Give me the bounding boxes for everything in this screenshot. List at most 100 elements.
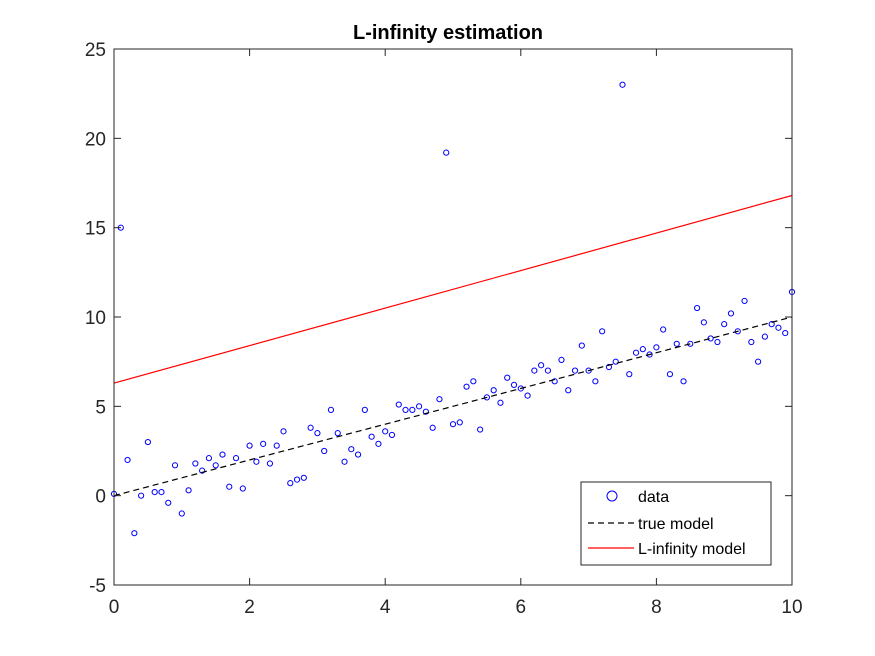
data-point xyxy=(714,338,721,346)
data-point xyxy=(260,440,267,447)
data-point xyxy=(687,340,694,347)
data-point xyxy=(734,328,741,335)
y-tick-label: 5 xyxy=(95,397,106,418)
data-point xyxy=(673,340,680,347)
data-point xyxy=(124,456,131,464)
data-point xyxy=(544,367,552,374)
data-point xyxy=(293,476,301,483)
data-point xyxy=(287,480,294,487)
data-point xyxy=(741,297,748,305)
y-tick-label: 25 xyxy=(85,40,106,61)
y-tick-label: 20 xyxy=(85,129,106,150)
data-point xyxy=(348,446,355,453)
data-point xyxy=(782,329,789,337)
legend-label-l-infinity-model: L-infinity model xyxy=(638,541,746,558)
data-point xyxy=(171,462,179,469)
y-tick-label: 0 xyxy=(95,487,106,508)
data-point xyxy=(409,406,416,414)
data-point xyxy=(131,530,138,537)
data-point xyxy=(748,338,755,346)
data-point xyxy=(395,401,402,408)
data-point xyxy=(605,363,613,371)
x-tick-label: 8 xyxy=(651,597,662,618)
y-tick-label: -5 xyxy=(89,576,106,597)
data-point xyxy=(531,367,538,374)
legend: data true model L-infinity model xyxy=(580,481,772,566)
data-point xyxy=(510,381,518,388)
data-point xyxy=(680,378,687,385)
data-point xyxy=(341,458,348,465)
data-point xyxy=(660,326,667,333)
data-point xyxy=(165,499,172,506)
data-point xyxy=(327,406,335,414)
data-point xyxy=(626,371,633,378)
data-point xyxy=(375,440,382,447)
data-point xyxy=(280,428,287,435)
data-point xyxy=(388,431,396,439)
legend-label-data: data xyxy=(638,489,669,506)
data-point xyxy=(307,424,314,431)
data-point xyxy=(239,485,246,492)
data-point xyxy=(599,328,606,335)
data-point xyxy=(558,356,565,363)
data-point xyxy=(592,378,599,385)
data-point xyxy=(226,483,233,490)
data-point xyxy=(775,324,782,331)
data-point xyxy=(497,399,504,406)
data-point xyxy=(666,371,674,378)
data-point xyxy=(632,349,640,356)
legend-label-true-model: true model xyxy=(638,516,714,533)
data-point xyxy=(382,428,389,435)
data-point xyxy=(158,488,165,496)
data-point xyxy=(138,492,145,499)
data-point xyxy=(416,403,423,410)
data-point xyxy=(178,510,185,517)
data-point xyxy=(619,81,626,88)
data-point xyxy=(578,342,585,349)
data-point xyxy=(219,451,226,458)
data-point xyxy=(443,149,450,156)
data-point xyxy=(361,406,368,414)
true-model-line xyxy=(113,316,793,497)
data-point xyxy=(273,442,280,449)
data-point xyxy=(721,321,728,328)
data-point xyxy=(646,351,653,358)
data-point xyxy=(151,488,158,496)
data-point xyxy=(585,367,592,374)
x-tick-label: 2 xyxy=(244,597,255,618)
y-tick-label: 15 xyxy=(85,219,106,240)
data-point xyxy=(571,367,579,374)
data-point xyxy=(463,383,470,390)
data-point xyxy=(565,387,572,394)
x-tick-label: 10 xyxy=(781,597,802,618)
data-point xyxy=(727,310,735,317)
data-point xyxy=(314,430,321,437)
data-point xyxy=(192,460,199,467)
x-tick-label: 4 xyxy=(380,597,391,618)
data-point xyxy=(612,358,619,365)
data-point xyxy=(368,433,375,440)
l-infinity-model-line xyxy=(113,194,793,384)
data-point xyxy=(232,455,240,462)
chart-title: L-infinity estimation xyxy=(353,22,543,44)
data-point xyxy=(300,474,307,481)
data-point xyxy=(334,430,341,437)
data-point xyxy=(538,362,545,369)
data-point xyxy=(199,467,206,474)
plot-area xyxy=(110,81,796,537)
data-point xyxy=(693,304,701,312)
data-point xyxy=(755,358,762,365)
data-point xyxy=(456,419,463,426)
data-point xyxy=(429,424,436,431)
data-point xyxy=(768,321,775,328)
data-point xyxy=(321,447,328,455)
data-point xyxy=(653,344,660,351)
y-tick-label: 10 xyxy=(85,308,106,329)
data-point xyxy=(354,451,362,458)
data-point xyxy=(524,392,531,399)
data-point xyxy=(477,426,484,433)
data-point xyxy=(266,460,274,467)
data-point xyxy=(707,335,714,342)
